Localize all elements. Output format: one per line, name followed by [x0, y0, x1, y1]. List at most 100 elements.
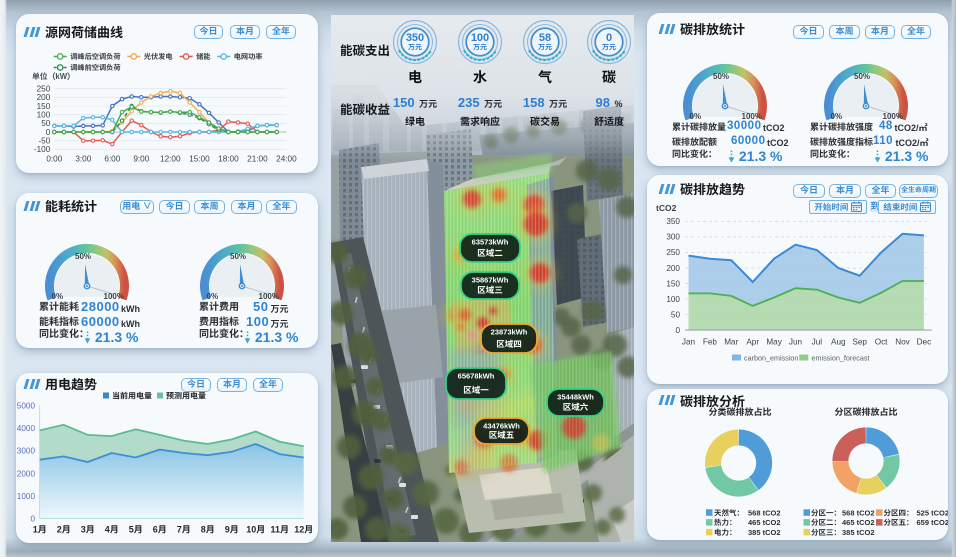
svg-text:385 tCO2: 385 tCO2: [842, 528, 875, 537]
svg-text:0: 0: [30, 514, 35, 523]
svg-text:光伏发电: 光伏发电: [144, 52, 173, 61]
svg-text:465 tCO2: 465 tCO2: [748, 518, 781, 527]
svg-text:35448kWh: 35448kWh: [557, 393, 594, 402]
svg-text:7月: 7月: [177, 525, 191, 535]
svg-text:35867kWh: 35867kWh: [472, 276, 509, 285]
svg-text:350: 350: [406, 32, 424, 44]
svg-text:659 tCO2: 659 tCO2: [917, 518, 949, 527]
svg-text:0%: 0%: [831, 112, 843, 121]
svg-text:9:00: 9:00: [133, 155, 149, 164]
svg-text:6月: 6月: [153, 525, 167, 535]
svg-text:385 tCO2: 385 tCO2: [748, 528, 781, 537]
svg-text:0:00: 0:00: [46, 155, 62, 164]
svg-text:50%: 50%: [854, 72, 870, 81]
svg-text:区域五: 区域五: [489, 430, 515, 440]
svg-text:0%: 0%: [52, 292, 64, 301]
svg-text:单位（kW）: 单位（kW）: [32, 71, 75, 81]
svg-text:2月: 2月: [57, 525, 71, 535]
svg-text:1000: 1000: [17, 492, 36, 501]
svg-text:568 tCO2: 568 tCO2: [842, 508, 875, 517]
svg-text:18:00: 18:00: [218, 155, 239, 164]
svg-text:2000: 2000: [17, 469, 36, 478]
svg-text:250: 250: [666, 248, 680, 257]
svg-text:5000: 5000: [17, 402, 36, 411]
svg-text:200: 200: [37, 93, 51, 102]
svg-text:100: 100: [666, 295, 680, 304]
svg-text:分区一：: 分区一：: [811, 508, 841, 517]
svg-text:568 tCO2: 568 tCO2: [748, 508, 781, 517]
svg-text:465 tCO2: 465 tCO2: [842, 518, 875, 527]
svg-text:预测用电量: 预测用电量: [166, 392, 206, 401]
svg-text:50%: 50%: [713, 72, 729, 81]
svg-text:6:00: 6:00: [104, 155, 120, 164]
svg-text:50: 50: [41, 119, 51, 128]
svg-text:Aug: Aug: [831, 338, 846, 347]
svg-text:热力：: 热力：: [714, 518, 737, 527]
svg-text:50%: 50%: [230, 252, 246, 261]
svg-text:分区四：: 分区四：: [884, 508, 914, 517]
svg-text:调峰后空调负荷: 调峰后空调负荷: [70, 52, 120, 61]
svg-text:43476kWh: 43476kWh: [483, 422, 520, 431]
svg-text:0: 0: [46, 128, 51, 137]
svg-text:Dec: Dec: [917, 338, 932, 347]
svg-text:分区二：: 分区二：: [811, 518, 841, 527]
svg-text:0%: 0%: [207, 292, 219, 301]
svg-text:0: 0: [675, 326, 680, 335]
svg-text:Mar: Mar: [724, 338, 738, 347]
svg-text:carbon_emission: carbon_emission: [744, 354, 798, 363]
svg-text:100: 100: [37, 111, 51, 120]
svg-text:9月: 9月: [225, 525, 239, 535]
svg-text:100: 100: [471, 32, 489, 44]
svg-text:250: 250: [37, 85, 51, 94]
svg-text:-50: -50: [38, 137, 50, 146]
svg-text:4月: 4月: [105, 525, 119, 535]
svg-text:11月: 11月: [270, 525, 289, 535]
svg-text:1月: 1月: [33, 525, 47, 535]
svg-text:300: 300: [666, 233, 680, 242]
svg-text:150: 150: [666, 279, 680, 288]
svg-text:58: 58: [539, 32, 551, 44]
svg-text:63573kWh: 63573kWh: [472, 238, 509, 247]
svg-text:区域四: 区域四: [496, 339, 522, 349]
svg-text:100%: 100%: [742, 112, 762, 121]
svg-text:10月: 10月: [246, 525, 265, 535]
svg-text:万元: 万元: [602, 44, 616, 52]
svg-text:3000: 3000: [17, 447, 36, 456]
svg-text:23873kWh: 23873kWh: [491, 328, 528, 337]
svg-text:50: 50: [671, 310, 681, 319]
svg-text:区域六: 区域六: [563, 402, 589, 412]
svg-text:天然气：: 天然气：: [714, 508, 744, 517]
svg-text:4000: 4000: [17, 424, 36, 433]
svg-text:65678kWh: 65678kWh: [458, 372, 495, 381]
svg-text:12:00: 12:00: [160, 155, 181, 164]
svg-text:-100: -100: [34, 145, 51, 154]
svg-text:15:00: 15:00: [189, 155, 210, 164]
svg-text:0%: 0%: [690, 112, 702, 121]
svg-text:分区三：: 分区三：: [811, 528, 841, 537]
svg-text:Jul: Jul: [812, 338, 823, 347]
svg-text:12月: 12月: [294, 525, 313, 535]
svg-text:分区五：: 分区五：: [884, 518, 914, 527]
svg-text:Jan: Jan: [682, 338, 696, 347]
svg-text:电力：: 电力：: [714, 528, 737, 537]
svg-text:Sep: Sep: [852, 338, 867, 347]
svg-text:Apr: Apr: [746, 338, 759, 347]
svg-text:电网功率: 电网功率: [234, 52, 263, 61]
svg-text:525 tCO2: 525 tCO2: [917, 508, 949, 517]
svg-text:200: 200: [666, 264, 680, 273]
svg-text:0: 0: [606, 32, 612, 44]
svg-text:May: May: [766, 338, 782, 347]
svg-text:100%: 100%: [883, 112, 903, 121]
svg-text:Jun: Jun: [789, 338, 803, 347]
svg-text:emission_forecast: emission_forecast: [812, 354, 870, 363]
svg-text:8月: 8月: [201, 525, 215, 535]
svg-text:24:00: 24:00: [276, 155, 297, 164]
svg-text:万元: 万元: [473, 44, 487, 52]
svg-text:3月: 3月: [81, 525, 95, 535]
svg-text:Oct: Oct: [875, 338, 888, 347]
svg-text:储能: 储能: [196, 52, 211, 61]
svg-text:Nov: Nov: [895, 338, 910, 347]
svg-text:21:00: 21:00: [247, 155, 268, 164]
svg-text:区域一: 区域一: [463, 385, 489, 395]
svg-text:50%: 50%: [75, 252, 91, 261]
